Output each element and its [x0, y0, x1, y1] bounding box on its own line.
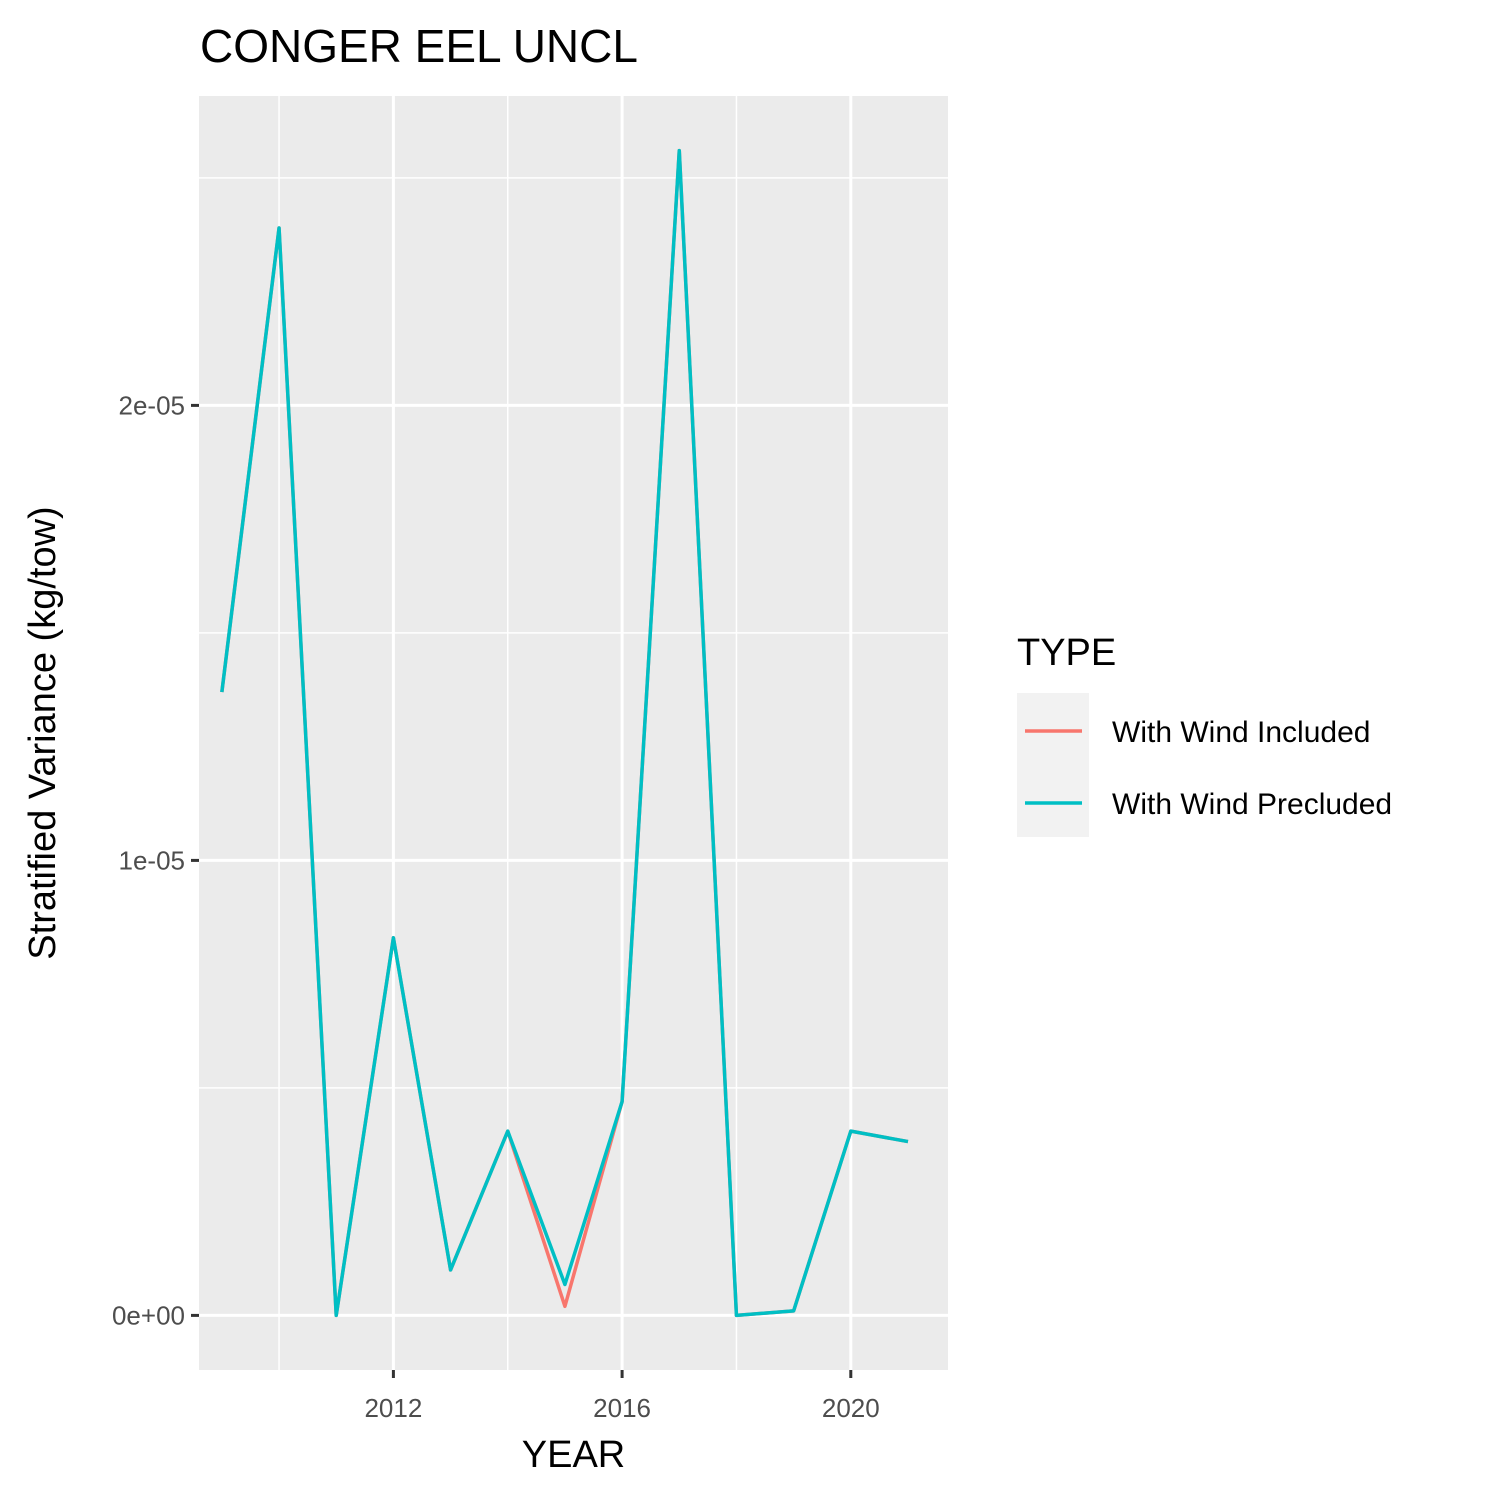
x-tick-label: 2020: [822, 1393, 880, 1423]
legend-key-background: [1017, 693, 1089, 837]
legend-title: TYPE: [1017, 632, 1116, 674]
x-tick-label: 2012: [364, 1393, 422, 1423]
y-tick-label: 1e-05: [119, 845, 186, 875]
y-tick-label: 2e-05: [119, 390, 186, 420]
series-lines: [220, 148, 909, 1318]
y-tick-label: 0e+00: [112, 1300, 185, 1330]
y-axis-title: Stratified Variance (kg/tow): [22, 506, 64, 959]
major-gridlines: [199, 96, 948, 1370]
legend-label: With Wind Precluded: [1112, 788, 1392, 821]
plot-panel: [199, 96, 948, 1370]
x-axis-title: YEAR: [522, 1434, 625, 1476]
y-axis: 0e+00 1e-05 2e-05: [112, 390, 199, 1330]
series-line: [220, 148, 909, 1318]
legend-label: With Wind Included: [1112, 716, 1370, 749]
chart-title: CONGER EEL UNCL: [200, 20, 638, 72]
x-axis: 2012 2016 2020: [364, 1370, 880, 1423]
x-tick-label: 2016: [593, 1393, 651, 1423]
legend: TYPE With Wind Included With Wind Preclud…: [1017, 632, 1392, 837]
